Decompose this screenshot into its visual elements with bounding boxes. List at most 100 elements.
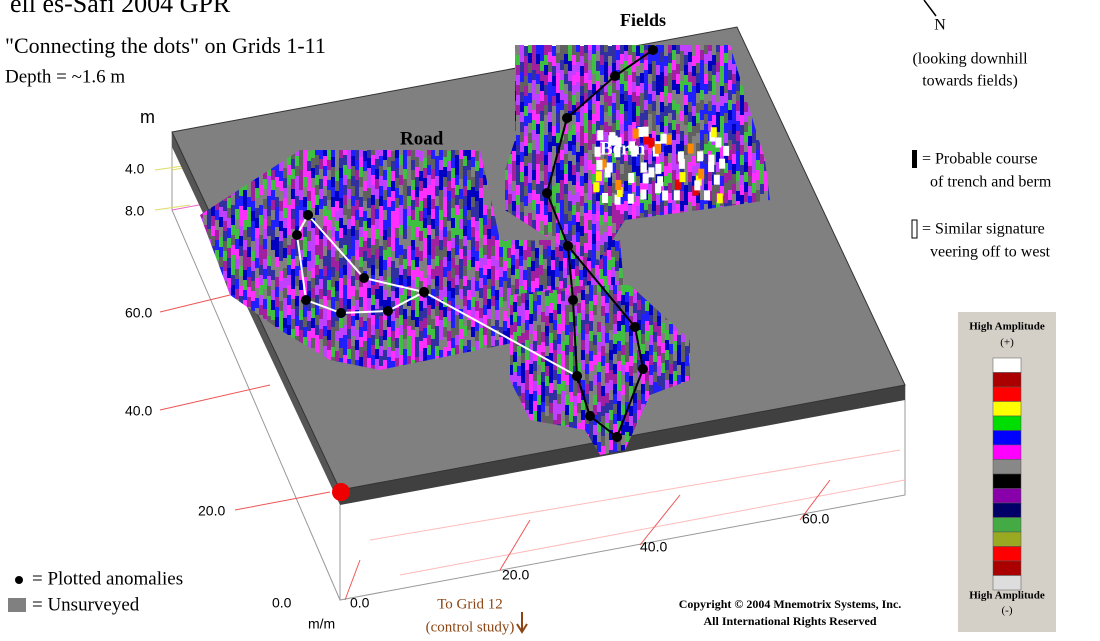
gpr-cell (708, 181, 712, 191)
gpr-cell (528, 143, 532, 153)
gpr-cell (656, 55, 660, 65)
gpr-cell (677, 455, 681, 465)
gpr-cell (640, 73, 644, 83)
gpr-cell (568, 191, 572, 201)
gpr-cell (720, 66, 724, 76)
gpr-cell (339, 348, 343, 358)
gpr-cell (752, 133, 756, 143)
gpr-cell (584, 63, 588, 73)
gpr-cell (633, 293, 637, 303)
gpr-cell (684, 105, 688, 115)
gpr-cell (648, 184, 652, 194)
gpr-cell (601, 366, 605, 376)
gpr-cell (319, 149, 323, 159)
gpr-cell (625, 322, 629, 332)
gpr-cell (251, 221, 255, 231)
gpr-cell (632, 182, 636, 192)
gpr-cell (303, 247, 307, 257)
gpr-cell (231, 225, 235, 235)
gpr-cell (685, 446, 689, 456)
gpr-cell (459, 299, 463, 309)
gpr-cell (764, 51, 768, 61)
gpr-cell (656, 75, 660, 85)
gpr-cell (557, 324, 561, 334)
gpr-cell (283, 188, 287, 198)
gpr-cell (625, 332, 629, 342)
gpr-cell (688, 92, 692, 102)
gpr-cell (536, 204, 540, 214)
gpr-cell (407, 186, 411, 196)
gpr-cell (584, 153, 588, 163)
gpr-cell (427, 255, 431, 265)
gpr-cell (275, 187, 279, 197)
gpr-cell (399, 245, 403, 255)
gpr-cell (395, 288, 399, 298)
gpr-cell (712, 65, 716, 75)
gpr-cell (371, 225, 375, 235)
gpr-cell (620, 204, 624, 214)
gpr-cell (628, 173, 634, 183)
gpr-cell (395, 258, 399, 268)
gpr-cell (621, 395, 625, 405)
gpr-cell (355, 160, 359, 170)
gpr-cell (411, 160, 415, 170)
gpr-cell (427, 185, 431, 195)
gpr-cell (576, 42, 580, 52)
gpr-cell (581, 290, 585, 300)
gpr-cell (604, 92, 608, 102)
gpr-cell (528, 163, 532, 173)
gpr-cell (644, 40, 648, 50)
gpr-cell (692, 96, 696, 106)
gpr-cell (263, 289, 267, 299)
gpr-cell (271, 270, 275, 280)
gpr-cell (447, 221, 451, 231)
gpr-cell (463, 206, 467, 216)
gpr-cell (704, 94, 708, 104)
gpr-cell (588, 60, 592, 70)
gpr-cell (740, 195, 744, 205)
gpr-cell (231, 265, 235, 275)
gpr-cell (459, 199, 463, 209)
gpr-cell (451, 318, 455, 328)
gpr-cell (443, 337, 447, 347)
gpr-cell (740, 185, 744, 195)
gpr-cell (263, 199, 267, 209)
gpr-cell (665, 450, 669, 460)
gpr-cell (335, 221, 339, 231)
gpr-cell (331, 347, 335, 357)
gpr-cell (247, 187, 251, 197)
gpr-cell (519, 276, 523, 286)
gpr-cell (660, 102, 664, 112)
gpr-cell (593, 385, 597, 395)
gpr-cell (621, 355, 625, 365)
gpr-cell (387, 287, 391, 297)
gpr-cell (553, 380, 557, 390)
gpr-cell (319, 309, 323, 319)
gpr-cell (259, 225, 263, 235)
gpr-cell (592, 104, 596, 114)
gpr-cell (645, 301, 649, 311)
gpr-cell (665, 370, 669, 380)
gpr-cell (411, 240, 415, 250)
gpr-cell (720, 76, 724, 86)
gpr-cell (556, 133, 560, 143)
gpr-cell (371, 335, 375, 345)
gpr-cell (427, 345, 431, 355)
gpr-cell (636, 66, 640, 76)
gpr-cell (215, 300, 219, 310)
gpr-cell (363, 211, 367, 221)
gpr-cell (335, 331, 339, 341)
gpr-cell (660, 112, 664, 122)
gpr-cell (714, 175, 720, 185)
gpr-cell (641, 334, 645, 344)
gpr-cell (339, 278, 343, 288)
gpr-cell (540, 101, 544, 111)
gpr-cell (315, 305, 319, 315)
gpr-cell (219, 317, 223, 327)
gpr-cell (311, 258, 315, 268)
gpr-cell (531, 251, 535, 261)
gpr-cell (592, 164, 596, 174)
gpr-cell (661, 353, 665, 363)
gpr-cell (407, 156, 411, 166)
gpr-cell (259, 275, 263, 285)
